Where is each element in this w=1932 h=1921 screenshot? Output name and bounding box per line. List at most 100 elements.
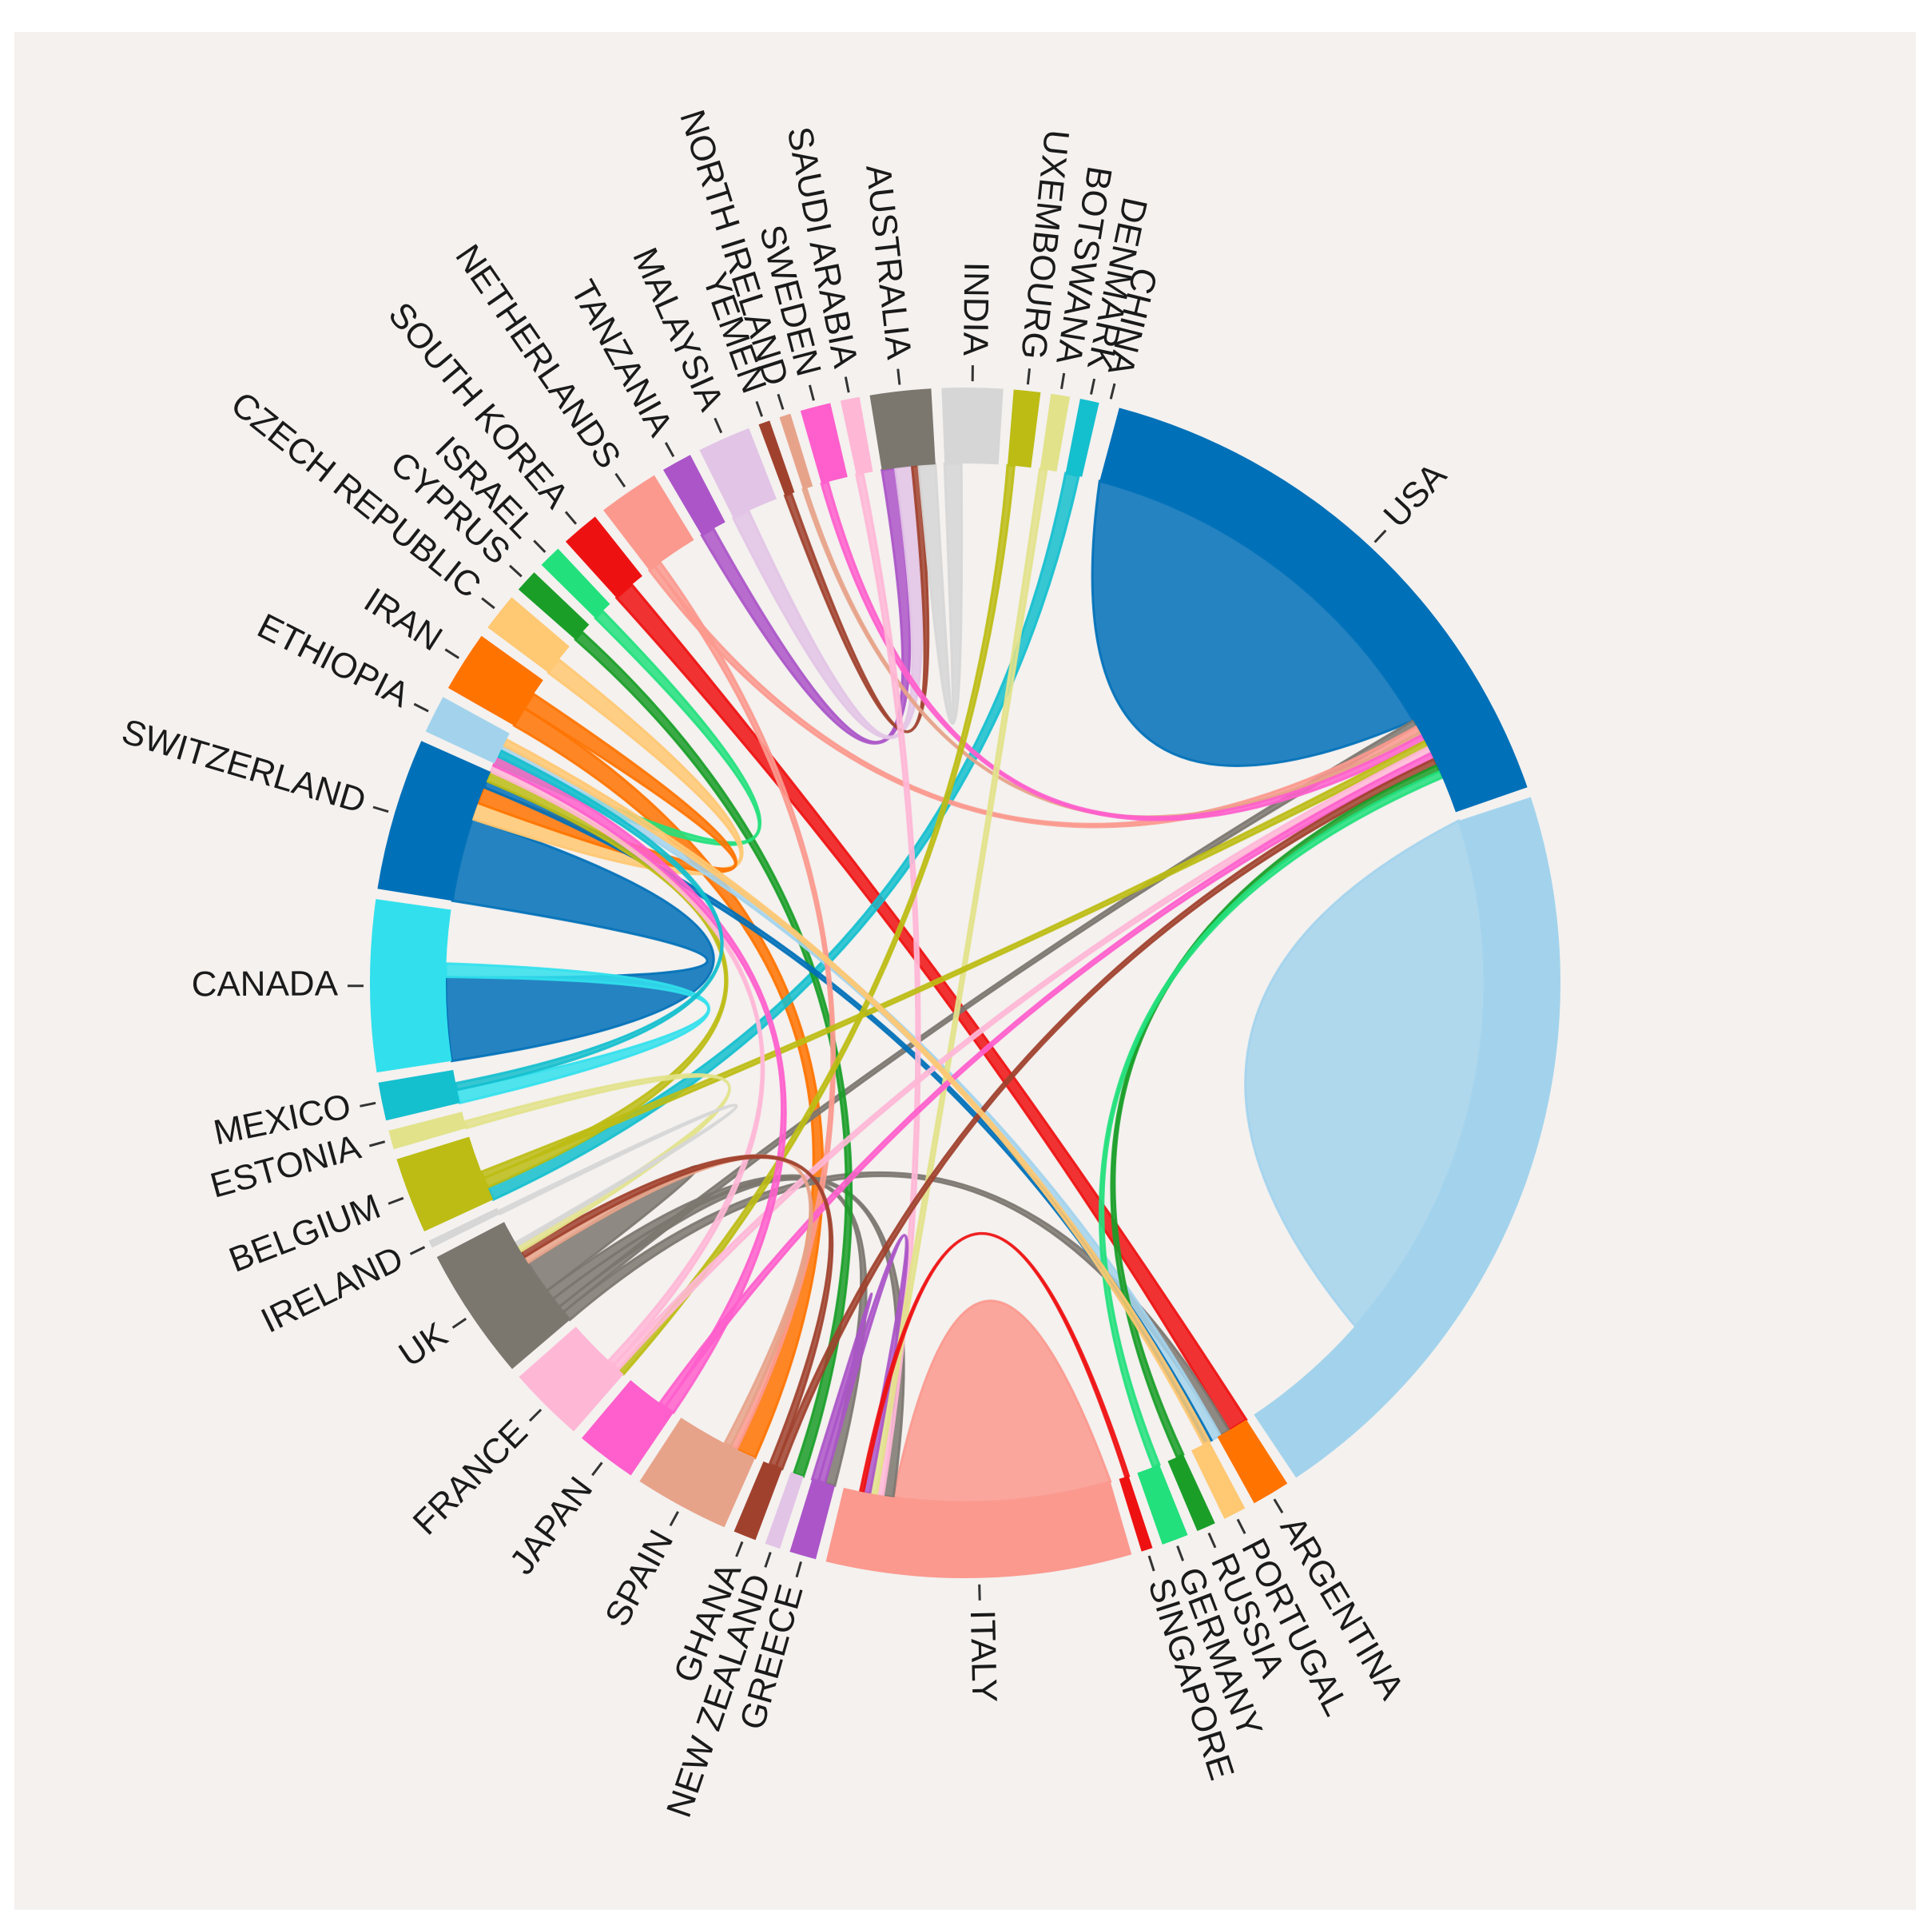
- arc-north-ireland-31[interactable]: [779, 413, 813, 490]
- arc-malaysia-29[interactable]: [699, 428, 777, 519]
- arc-cyprus-24[interactable]: [518, 572, 590, 640]
- label-tick-russia: [1207, 1532, 1217, 1549]
- ribbons-layer: [444, 462, 1486, 1504]
- label-uk: UK: [392, 1314, 455, 1374]
- ribbon-sweden-to-usa[interactable]: [820, 480, 1427, 821]
- arc-ghana-10[interactable]: [733, 1461, 782, 1541]
- arc-germany-5[interactable]: [1137, 1464, 1188, 1545]
- arc-spain-11[interactable]: [639, 1418, 756, 1528]
- ribbon-italy-to-italy[interactable]: [892, 1299, 1112, 1504]
- label-tick-switzerland: [372, 805, 389, 813]
- ribbon-netherlands-to-usa[interactable]: [647, 564, 1422, 829]
- label-tick-botswana: [1060, 372, 1066, 389]
- ribbon-uk-to-usa[interactable]: [557, 718, 1419, 1314]
- arc-usa-0[interactable]: [1099, 408, 1528, 813]
- label-tick-ghana: [735, 1541, 744, 1557]
- arc-ireland-15[interactable]: [428, 1207, 500, 1248]
- label-tick-belgium: [388, 1196, 404, 1205]
- chord-diagram: USAARGENTINAPORTUGALRUSSIAGERMANYSINGAPO…: [117, 105, 1561, 1823]
- label-canada: CANADA: [191, 964, 338, 1004]
- label-tick-saudi-arabia: [844, 376, 850, 393]
- arc-portugal-3[interactable]: [1191, 1441, 1246, 1519]
- label-tick-usa: [1373, 529, 1387, 543]
- arc-netherlands-27[interactable]: [603, 475, 694, 571]
- label-tick-iran: [444, 648, 460, 659]
- label-japan: JAPAN: [503, 1470, 601, 1581]
- arc-tanzania-28[interactable]: [663, 455, 725, 535]
- arc-switzerland-20[interactable]: [377, 741, 491, 901]
- arc-india-35[interactable]: [941, 387, 1004, 465]
- label-spain: SPAIN: [598, 1524, 682, 1633]
- label-australia: AUSTRALIA: [858, 163, 919, 362]
- ribbon-estonia-to-uk[interactable]: [463, 1073, 731, 1254]
- arc-israel-25[interactable]: [541, 548, 610, 618]
- arc-singapore-6[interactable]: [1119, 1476, 1153, 1552]
- label-tick-singapore: [1147, 1555, 1155, 1572]
- ribbon-russia-to-usa[interactable]: [1110, 763, 1441, 1459]
- label-tick-mexico: [360, 1101, 376, 1108]
- arc-italy-7[interactable]: [825, 1482, 1132, 1579]
- arc-estonia-17[interactable]: [388, 1112, 467, 1150]
- arc-new-zealand-9[interactable]: [765, 1472, 804, 1549]
- arc-australia-34[interactable]: [869, 388, 936, 471]
- ribbon-ghana-to-uk[interactable]: [519, 1154, 834, 1469]
- label-tick-portugal: [1236, 1518, 1246, 1534]
- label-tick-australia: [896, 368, 901, 385]
- arc-uk-14[interactable]: [436, 1222, 570, 1370]
- arc-denmark-38[interactable]: [1065, 399, 1099, 477]
- label-tick-cyprus: [508, 564, 523, 578]
- label-switzerland: SWITZERLAND: [117, 712, 370, 821]
- label-tick-japan: [591, 1462, 603, 1477]
- label-tick-israel: [533, 539, 547, 553]
- label-tick-uk: [451, 1318, 467, 1329]
- arc-greece-8[interactable]: [789, 1479, 835, 1560]
- label-tick-sweden: [808, 384, 815, 401]
- arc-south-korea-26[interactable]: [565, 516, 642, 599]
- arc-france-13[interactable]: [519, 1326, 624, 1432]
- arc-yemen-30[interactable]: [758, 420, 795, 496]
- label-usa: USA: [1376, 455, 1454, 535]
- label-tick-ireland: [409, 1246, 426, 1255]
- label-tick-south-korea: [564, 511, 578, 525]
- label-tick-greece: [795, 1561, 802, 1578]
- ribbon-japan-to-usa[interactable]: [658, 751, 1436, 1409]
- arc-russia-4[interactable]: [1167, 1454, 1215, 1531]
- label-tick-tanzania: [664, 442, 675, 458]
- arc-iran-22[interactable]: [447, 635, 543, 726]
- labels-layer: USAARGENTINAPORTUGALRUSSIAGERMANYSINGAPO…: [117, 105, 1454, 1823]
- arcs-layer: [369, 387, 1561, 1579]
- arc-ethiopia-21[interactable]: [425, 697, 510, 764]
- arc-sweden-32[interactable]: [800, 403, 848, 484]
- label-tick-germany: [1176, 1545, 1185, 1561]
- label-tick-netherlands: [614, 472, 626, 488]
- ribbon-japan-to-switzerland[interactable]: [491, 754, 787, 1414]
- arc-saudi-arabia-33[interactable]: [840, 396, 873, 475]
- ribbon-ghana-to-usa[interactable]: [774, 757, 1439, 1471]
- arc-mexico-18[interactable]: [378, 1070, 460, 1121]
- label-tick-yemen: [755, 400, 764, 417]
- label-italy: ITALY: [963, 1609, 1004, 1703]
- arc-czech-republic-23[interactable]: [487, 597, 570, 673]
- label-tick-malaysia: [714, 417, 723, 434]
- arc-japan-12[interactable]: [582, 1380, 674, 1476]
- label-tick-new-zealand: [764, 1552, 772, 1568]
- label-tick-argentina: [1273, 1498, 1284, 1513]
- ribbon-uk-to-italy[interactable]: [545, 1174, 905, 1499]
- label-tick-spain: [669, 1510, 679, 1527]
- label-tick-ethiopia: [413, 702, 429, 713]
- label-tick-czech-republic: [481, 597, 495, 610]
- ribbon-usa-to-usa[interactable]: [1091, 479, 1416, 767]
- arc-botswana-37[interactable]: [1040, 393, 1071, 472]
- label-france: FRANCE: [406, 1412, 535, 1542]
- arc-canada-19[interactable]: [369, 899, 452, 1073]
- arc-unnamed-1[interactable]: [1254, 797, 1561, 1478]
- label-tick-denmark: [1090, 378, 1096, 395]
- arc-uxembourg-36[interactable]: [1008, 389, 1041, 468]
- ribbon-switzerland-to-canada[interactable]: [444, 817, 715, 1063]
- label-tick-north-ireland: [777, 393, 785, 410]
- ribbon-mexico-to-switzerland[interactable]: [454, 749, 724, 1092]
- arc-argentina-2[interactable]: [1217, 1419, 1288, 1504]
- label-tick-france: [528, 1408, 543, 1422]
- label-india: INDIA: [956, 261, 996, 356]
- arc-belgium-16[interactable]: [396, 1136, 494, 1231]
